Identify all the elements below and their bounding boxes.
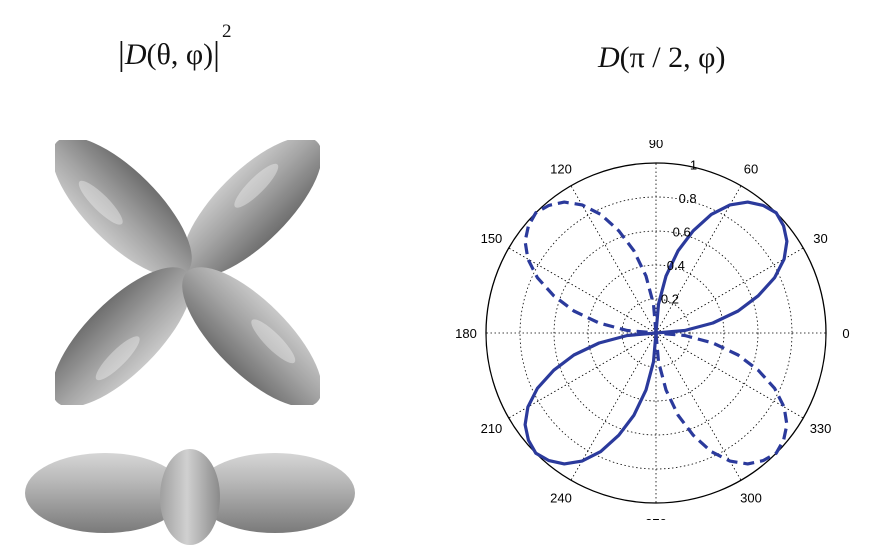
abs-bar-left: | (118, 36, 125, 73)
polar-chart: 0 30 60 90 120 150 180 210 240 270 300 330 0.2 0.4 0.6… (455, 140, 849, 520)
angle-tick-label: 120 (550, 161, 572, 176)
dashed-lobe-series-1 (523, 200, 658, 335)
right-plot-title: D(π / 2, φ) (598, 41, 725, 75)
angle-tick-label: 0 (842, 326, 849, 341)
left-title-exponent: 2 (221, 21, 232, 42)
lobe-bottom-left (55, 267, 192, 405)
angle-spoke (570, 332, 657, 481)
right-title-function: D (598, 41, 620, 74)
lobe-body (182, 140, 320, 277)
angle-spoke (655, 332, 742, 481)
polar-grid (485, 162, 827, 504)
left-title-args: (θ, φ) (146, 38, 214, 71)
angle-tick-label: 60 (744, 161, 758, 176)
solid-lobe-series-0 (654, 200, 789, 335)
lobe-highlight (78, 180, 123, 225)
left-lobe (25, 453, 185, 533)
radiation-pattern-3d-top (55, 140, 320, 405)
angle-tick-label: 300 (740, 491, 762, 506)
radial-tick-label: 0.2 (661, 292, 679, 307)
lobe-highlight (95, 336, 140, 381)
lobe-body (55, 267, 192, 405)
angle-tick-label: 180 (455, 326, 477, 341)
angle-tick-label: 330 (810, 421, 832, 436)
radial-tick-label: 0.4 (667, 258, 685, 273)
polar-labels: 0 30 60 90 120 150 180 210 240 270 300 330 0.2 0.4 0.6… (455, 140, 849, 520)
angle-spoke (655, 247, 804, 334)
lobe-highlight (234, 163, 279, 208)
angle-tick-label: 270 (645, 516, 667, 520)
radial-grid-circle (621, 298, 691, 368)
lobe-top-left (55, 140, 192, 277)
left-plot-title: |D(θ, φ)|2 (118, 21, 231, 73)
lobe-group (55, 140, 320, 405)
angle-tick-label: 150 (481, 231, 503, 246)
radial-tick-label: 0.6 (673, 225, 691, 240)
angle-tick-label: 240 (550, 491, 572, 506)
angle-spoke (508, 247, 657, 334)
angle-spoke (508, 332, 657, 419)
polar-series (523, 200, 789, 466)
lobe-highlight (251, 319, 296, 364)
right-title-args: (π / 2, φ) (619, 41, 726, 74)
dashed-lobe-series-3 (654, 331, 789, 466)
lobe-body (55, 140, 192, 277)
right-lobe (195, 453, 355, 533)
solid-lobe-series-2 (523, 331, 658, 466)
angle-spoke (570, 185, 657, 334)
radial-grid-circle (553, 230, 759, 436)
left-title-function: D (124, 38, 147, 71)
angle-tick-label: 210 (481, 421, 503, 436)
lobe-top-right (182, 140, 320, 277)
angle-spoke (655, 332, 804, 419)
angle-tick-label: 30 (813, 231, 827, 246)
radiation-pattern-3d-bottom (25, 449, 355, 545)
abs-bar-right: | (213, 36, 220, 73)
radial-tick-label: 0.8 (679, 191, 697, 206)
angle-tick-label: 90 (649, 140, 663, 151)
radial-tick-label: 1 (690, 158, 697, 173)
angle-spoke (655, 185, 742, 334)
lobe-bottom-right (182, 267, 320, 405)
lobe-body (182, 267, 320, 405)
center-lobe (160, 449, 220, 545)
outer-circle (485, 162, 827, 504)
